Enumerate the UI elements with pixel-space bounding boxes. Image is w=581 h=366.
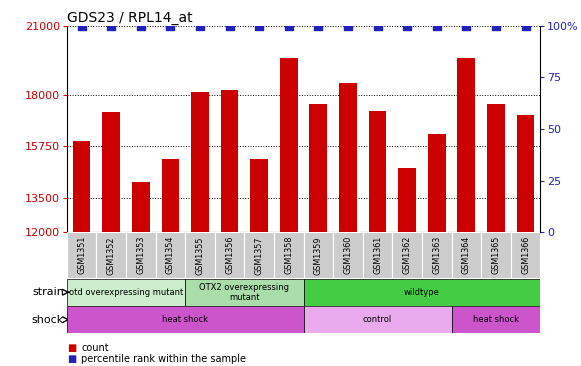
Point bbox=[195, 23, 205, 29]
Bar bbox=[126, 232, 156, 278]
Bar bbox=[369, 111, 386, 366]
Point bbox=[77, 23, 86, 29]
Bar bbox=[280, 58, 297, 366]
Text: otd overexpressing mutant: otd overexpressing mutant bbox=[69, 288, 183, 297]
Bar bbox=[245, 232, 274, 278]
Point bbox=[225, 23, 234, 29]
Text: GSM1366: GSM1366 bbox=[521, 236, 530, 274]
Text: GSM1357: GSM1357 bbox=[254, 236, 264, 274]
Text: GSM1365: GSM1365 bbox=[492, 236, 500, 274]
Bar bbox=[392, 232, 422, 278]
Point bbox=[284, 23, 293, 29]
Point bbox=[136, 23, 145, 29]
Bar bbox=[215, 232, 245, 278]
Bar bbox=[221, 90, 238, 366]
Bar bbox=[363, 232, 392, 278]
Bar bbox=[67, 232, 96, 278]
Bar bbox=[451, 232, 481, 278]
Bar bbox=[487, 104, 505, 366]
Bar bbox=[451, 306, 540, 333]
Text: ■: ■ bbox=[67, 343, 76, 354]
Text: heat shock: heat shock bbox=[162, 315, 208, 324]
Point bbox=[254, 23, 264, 29]
Bar bbox=[156, 232, 185, 278]
Point bbox=[343, 23, 353, 29]
Text: GSM1361: GSM1361 bbox=[373, 236, 382, 274]
Bar bbox=[73, 141, 91, 366]
Bar bbox=[339, 83, 357, 366]
Bar bbox=[511, 232, 540, 278]
Text: GSM1358: GSM1358 bbox=[284, 236, 293, 274]
Bar bbox=[132, 182, 150, 366]
Text: GSM1351: GSM1351 bbox=[77, 236, 86, 274]
Text: count: count bbox=[81, 343, 109, 354]
Text: GSM1362: GSM1362 bbox=[403, 236, 412, 274]
Bar bbox=[333, 232, 363, 278]
Point bbox=[432, 23, 442, 29]
Point bbox=[462, 23, 471, 29]
Bar bbox=[481, 232, 511, 278]
Point bbox=[314, 23, 323, 29]
Point bbox=[106, 23, 116, 29]
Bar bbox=[67, 279, 185, 306]
Bar bbox=[102, 112, 120, 366]
Text: GSM1363: GSM1363 bbox=[432, 236, 441, 274]
Point bbox=[403, 23, 412, 29]
Text: heat shock: heat shock bbox=[473, 315, 519, 324]
Text: strain: strain bbox=[32, 287, 64, 297]
Point bbox=[166, 23, 175, 29]
Text: GSM1354: GSM1354 bbox=[166, 236, 175, 274]
Text: GDS23 / RPL14_at: GDS23 / RPL14_at bbox=[67, 11, 192, 25]
Bar bbox=[191, 92, 209, 366]
Bar bbox=[67, 306, 303, 333]
Bar bbox=[517, 115, 535, 366]
Bar bbox=[185, 279, 303, 306]
Text: GSM1352: GSM1352 bbox=[107, 236, 116, 274]
Bar bbox=[428, 134, 446, 366]
Point bbox=[373, 23, 382, 29]
Bar bbox=[250, 159, 268, 366]
Bar bbox=[310, 104, 327, 366]
Text: wildtype: wildtype bbox=[404, 288, 440, 297]
Text: control: control bbox=[363, 315, 392, 324]
Text: GSM1353: GSM1353 bbox=[137, 236, 145, 274]
Point bbox=[492, 23, 501, 29]
Text: shock: shock bbox=[31, 315, 64, 325]
Bar bbox=[304, 232, 333, 278]
Text: ■: ■ bbox=[67, 354, 76, 365]
Bar bbox=[274, 232, 303, 278]
Bar bbox=[303, 306, 451, 333]
Text: GSM1360: GSM1360 bbox=[343, 236, 353, 274]
Bar bbox=[303, 279, 540, 306]
Text: percentile rank within the sample: percentile rank within the sample bbox=[81, 354, 246, 365]
Text: GSM1355: GSM1355 bbox=[195, 236, 205, 274]
Text: OTX2 overexpressing
mutant: OTX2 overexpressing mutant bbox=[199, 283, 289, 302]
Bar bbox=[96, 232, 126, 278]
Text: GSM1364: GSM1364 bbox=[462, 236, 471, 274]
Bar bbox=[398, 168, 416, 366]
Bar bbox=[162, 159, 180, 366]
Point bbox=[521, 23, 530, 29]
Bar bbox=[422, 232, 451, 278]
Text: GSM1359: GSM1359 bbox=[314, 236, 323, 274]
Text: GSM1356: GSM1356 bbox=[225, 236, 234, 274]
Bar bbox=[185, 232, 215, 278]
Bar bbox=[457, 58, 475, 366]
